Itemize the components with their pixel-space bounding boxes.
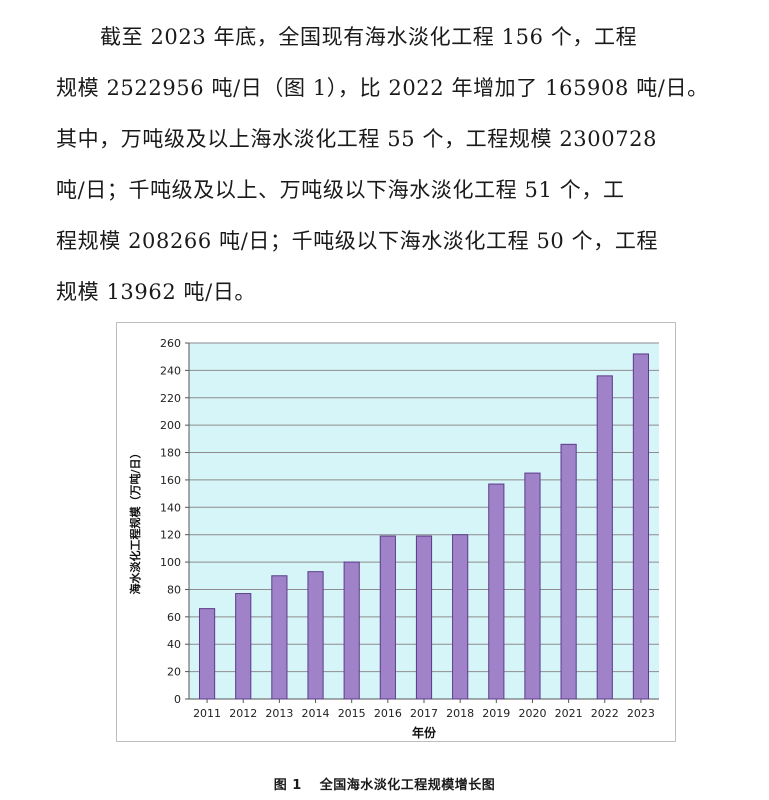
bar xyxy=(415,535,433,700)
bar xyxy=(271,575,288,700)
paragraph-line: 截至 2023 年底，全国现有海水淡化工程 156 个，工程 xyxy=(100,25,638,49)
y-tick-label: 220 xyxy=(160,392,181,405)
bar xyxy=(596,375,613,700)
bar xyxy=(343,561,360,700)
x-axis-label: 年份 xyxy=(412,725,437,740)
x-tick-label: 2019 xyxy=(482,707,510,720)
x-tick-label: 2013 xyxy=(265,707,293,720)
x-tick-label: 2022 xyxy=(591,707,619,720)
chart-frame: 0 20 40 60 80 100 120 140 160 180 200 220 240 260 2011… xyxy=(116,322,676,742)
bar-chart: 0 20 40 60 80 100 120 140 160 180 200 220 240 260 2011… xyxy=(128,337,659,740)
paragraph-line: 吨/日；千吨级及以上、万吨级以下海水淡化工程 51 个，工 xyxy=(56,178,625,202)
y-tick-label: 180 xyxy=(160,447,181,460)
y-tick-label: 20 xyxy=(167,666,181,679)
y-tick-label: 40 xyxy=(167,638,181,651)
intro-paragraph: 截至 2023 年底，全国现有海水淡化工程 156 个，工程 规模 252295… xyxy=(56,12,746,318)
bar xyxy=(307,571,324,700)
figure-caption: 图 1 全国海水淡化工程规模增长图 xyxy=(0,774,769,793)
bar xyxy=(452,534,469,700)
x-tick-label: 2014 xyxy=(302,707,330,720)
x-tick-label: 2021 xyxy=(555,707,583,720)
caption-text: 全国海水淡化工程规模增长图 xyxy=(319,778,496,793)
x-tick-label: 2023 xyxy=(627,707,655,720)
y-tick-label: 0 xyxy=(174,693,181,706)
x-tick-label: 2015 xyxy=(338,707,366,720)
y-tick-label: 140 xyxy=(160,501,181,514)
caption-number: 图 1 xyxy=(273,778,302,793)
x-tick-label: 2012 xyxy=(229,707,257,720)
bar xyxy=(632,353,650,700)
bar xyxy=(235,593,252,700)
bar xyxy=(379,535,396,700)
x-tick-label: 2011 xyxy=(193,707,221,720)
bar xyxy=(198,608,216,700)
paragraph-line: 其中，万吨级及以上海水淡化工程 55 个，工程规模 2300728 xyxy=(56,127,658,151)
y-tick-label: 120 xyxy=(160,529,181,542)
paragraph-line: 规模 2522956 吨/日（图 1），比 2022 年增加了 165908 吨… xyxy=(56,76,709,100)
bar xyxy=(524,472,541,700)
x-tick-label: 2018 xyxy=(446,707,474,720)
bar xyxy=(560,443,577,700)
y-tick-label: 160 xyxy=(160,474,181,487)
y-tick-label: 260 xyxy=(160,337,181,350)
paragraph-line: 程规模 208266 吨/日；千吨级以下海水淡化工程 50 个，工程 xyxy=(56,229,659,253)
y-tick-label: 240 xyxy=(160,364,181,377)
y-tick-label: 100 xyxy=(160,556,181,569)
x-tick-label: 2016 xyxy=(374,707,402,720)
x-tick-label: 2020 xyxy=(518,707,546,720)
paragraph-line: 规模 13962 吨/日。 xyxy=(56,280,257,304)
y-tick-label: 80 xyxy=(167,583,181,596)
x-tick-label: 2017 xyxy=(410,707,438,720)
y-tick-label: 200 xyxy=(160,419,181,432)
y-tick-label: 60 xyxy=(167,611,181,624)
bar xyxy=(488,483,505,700)
y-axis-label: 海水淡化工程规模（万吨/日） xyxy=(128,447,142,594)
